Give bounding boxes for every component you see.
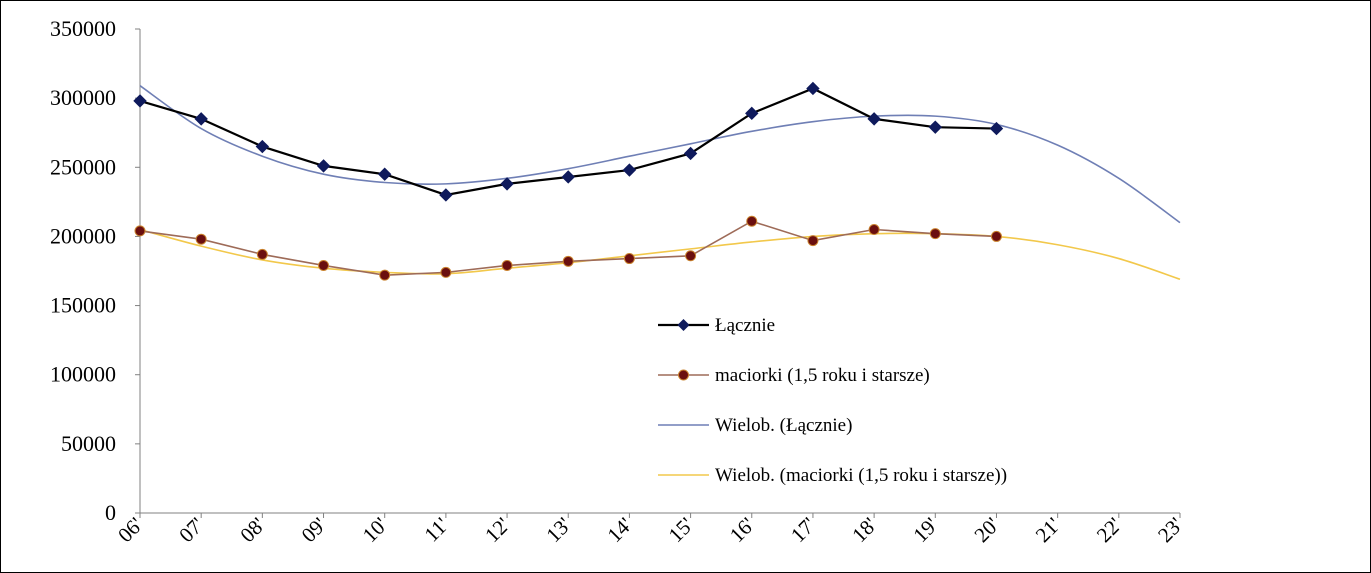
x-tick-label: 21' xyxy=(1031,513,1066,548)
series-0-point xyxy=(867,112,881,126)
series-0-point xyxy=(745,106,759,121)
series-1-point xyxy=(807,235,819,247)
x-tick-label: 18' xyxy=(847,513,882,548)
series-0-point xyxy=(928,120,943,134)
series-1-point xyxy=(623,253,635,265)
x-tick-label: 10' xyxy=(358,513,393,548)
x-tick-label: 14' xyxy=(602,513,637,548)
x-tick-label: 15' xyxy=(664,513,699,548)
legend-item-1: maciorki (1,5 roku i starsze) xyxy=(658,365,930,386)
series-3-trend-line xyxy=(139,228,1181,281)
y-tick-label: 350000 xyxy=(50,16,116,41)
x-tick-label: 13' xyxy=(541,513,576,548)
series-1-point xyxy=(256,248,268,260)
x-tick-label: 19' xyxy=(908,513,943,548)
series-1-point xyxy=(990,230,1002,242)
legend-label: maciorki (1,5 roku i starsze) xyxy=(715,365,930,386)
series-layer xyxy=(133,81,1181,281)
legend-swatch-marker xyxy=(677,319,690,331)
series-1-point xyxy=(562,255,574,267)
series-0-point xyxy=(255,139,270,154)
x-tick-label: 23' xyxy=(1153,513,1188,548)
x-tick-label: 08' xyxy=(235,513,270,548)
series-1-point xyxy=(195,233,207,245)
x-tick-label: 11' xyxy=(419,513,453,547)
series-2-trend-line xyxy=(139,85,1181,224)
y-tick-label: 250000 xyxy=(50,154,116,179)
x-tick-label: 07' xyxy=(174,513,209,548)
y-tick-label: 150000 xyxy=(50,293,116,318)
series-1-point xyxy=(746,215,758,227)
x-tick-label: 09' xyxy=(297,513,332,548)
series-0-point xyxy=(500,177,514,191)
x-tick-label: 20' xyxy=(970,513,1005,548)
legend-item-3: Wielob. (maciorki (1,5 roku i starsze)) xyxy=(658,465,1007,486)
x-tick-label: 22' xyxy=(1092,513,1127,548)
series-1-line xyxy=(139,220,997,276)
series-0-point xyxy=(439,188,453,202)
series-0-point xyxy=(316,159,331,173)
series-1-point xyxy=(929,228,941,240)
x-tick-label: 12' xyxy=(480,513,515,548)
series-1-point xyxy=(318,259,330,271)
y-tick-label: 0 xyxy=(105,500,116,525)
series-0 xyxy=(133,81,1004,202)
legend-label: Wielob. (maciorki (1,5 roku i starsze)) xyxy=(715,465,1007,486)
series-2 xyxy=(139,85,1181,224)
series-0-point xyxy=(806,81,820,96)
series-0-point xyxy=(194,112,208,126)
legend-swatch-marker xyxy=(678,369,689,381)
legend-label: Łącznie xyxy=(715,315,775,336)
series-3 xyxy=(139,228,1181,281)
y-tick-label: 300000 xyxy=(50,85,116,110)
series-0-point xyxy=(377,167,392,181)
y-tick-label: 100000 xyxy=(50,362,116,387)
y-tick-label: 50000 xyxy=(61,431,116,456)
x-tick-label: 06' xyxy=(113,513,148,548)
series-1-point xyxy=(134,225,146,237)
series-0-point xyxy=(561,170,575,184)
series-1-point xyxy=(440,266,452,278)
series-1 xyxy=(134,215,1002,281)
series-0-point xyxy=(989,121,1004,136)
legend-item-2: Wielob. (Łącznie) xyxy=(658,415,852,436)
legend-label: Wielob. (Łącznie) xyxy=(715,415,852,436)
series-0-point xyxy=(683,146,698,161)
x-tick-label: 16' xyxy=(725,513,760,548)
legend: Łącznie maciorki (1,5 roku i starsze) Wiel… xyxy=(658,315,1007,486)
series-0-point xyxy=(133,94,147,108)
x-tick-label: 17' xyxy=(786,513,821,548)
series-1-point xyxy=(501,259,513,271)
series-1-point xyxy=(379,269,391,281)
series-1-point xyxy=(685,250,697,262)
axes: 350000 300000 250000 200000 150000 100000 5000… xyxy=(50,16,1188,547)
y-tick-label: 200000 xyxy=(50,223,116,248)
legend-item-0: Łącznie xyxy=(658,315,775,336)
series-1-point xyxy=(868,224,880,236)
series-0-point xyxy=(622,163,637,177)
